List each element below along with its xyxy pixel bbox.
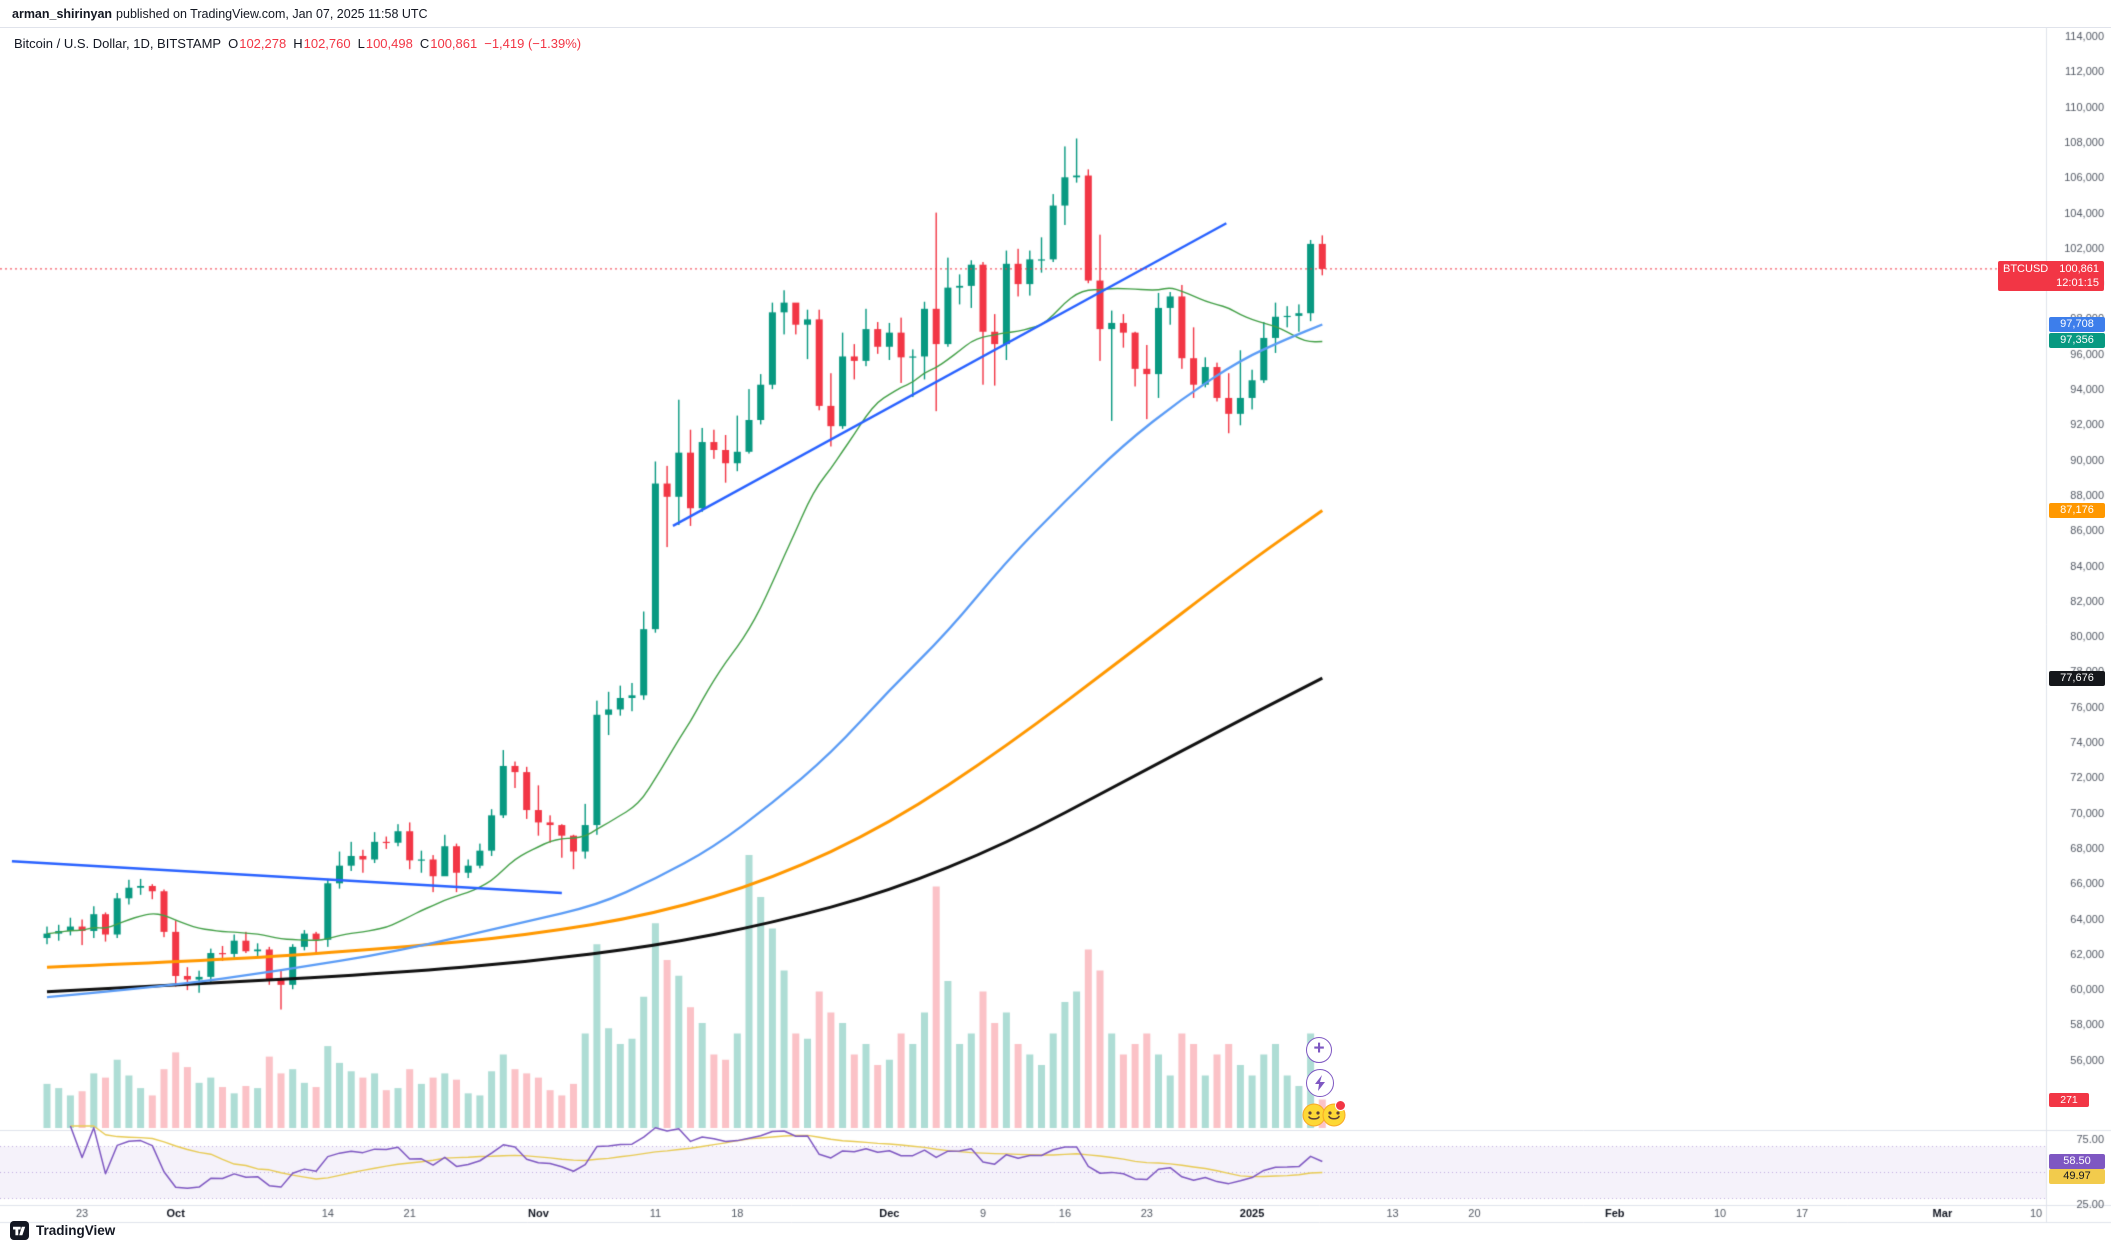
tradingview-footer[interactable]: TradingView <box>10 1221 115 1240</box>
bar-countdown: 12:01:15 <box>2056 276 2099 289</box>
low-value: 100,498 <box>365 36 413 51</box>
tradingview-wordmark: TradingView <box>36 1223 116 1238</box>
badge-ma100: 87,176 <box>2049 502 2105 518</box>
badge-last-price: BTCUSD 100,861 12:01:15 <box>1998 260 2104 291</box>
close-label: C <box>419 36 430 51</box>
badge-volume: 271 <box>2049 1092 2089 1107</box>
lightning-icon[interactable] <box>1306 1069 1334 1097</box>
badge-last-price-value: 100,861 <box>2059 262 2099 275</box>
high-value: 102,760 <box>303 36 351 51</box>
publish-bar: arman_shirinyan published on TradingView… <box>0 0 2111 28</box>
publish-info: published on TradingView.com, Jan 07, 20… <box>116 6 428 21</box>
badge-ma200: 77,676 <box>2049 670 2105 686</box>
notification-dot <box>1335 1100 1346 1111</box>
floating-toolbar: + <box>1302 1037 1346 1127</box>
low-label: L <box>357 36 365 51</box>
close-value: 100,861 <box>430 36 478 51</box>
symbol-legend[interactable]: Bitcoin / U.S. Dollar, 1D, BITSTAMP O102… <box>14 36 581 51</box>
tradingview-logo-icon <box>10 1221 29 1240</box>
open-label: O <box>228 36 239 51</box>
badge-ma20: 97,356 <box>2049 333 2105 349</box>
symbol-title[interactable]: Bitcoin / U.S. Dollar, 1D, BITSTAMP <box>14 36 222 51</box>
open-value: 102,278 <box>239 36 287 51</box>
badge-symbol: BTCUSD <box>2003 262 2049 275</box>
smiley-faces-icon[interactable] <box>1302 1100 1346 1127</box>
badge-ma50: 97,708 <box>2049 317 2105 333</box>
badge-rsi: 58.50 <box>2049 1153 2105 1169</box>
high-label: H <box>293 36 303 51</box>
plus-icon[interactable]: + <box>1306 1037 1332 1063</box>
change-value: −1,419 (−1.39%) <box>484 36 582 51</box>
author-name: arman_shirinyan <box>12 6 113 21</box>
badge-rsi-ma: 49.97 <box>2049 1168 2105 1184</box>
